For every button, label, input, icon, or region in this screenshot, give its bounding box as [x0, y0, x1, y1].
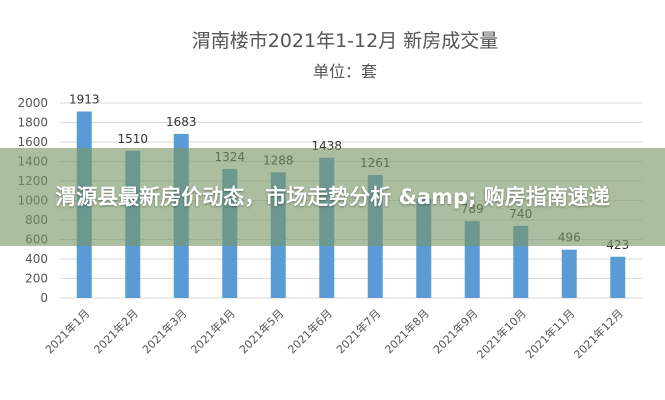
x-category-label: 2021年1月: [42, 306, 92, 356]
x-category-label: 2021年6月: [285, 306, 335, 356]
bar: [610, 256, 626, 298]
headline-banner: 渭源县最新房价动态，市场走势分析 &amp; 购房指南速递: [0, 148, 665, 246]
x-category-label: 2021年8月: [382, 306, 432, 356]
y-tick-label: 200: [25, 272, 48, 286]
y-tick-label: 2000: [17, 96, 48, 110]
y-tick-label: 1800: [17, 116, 48, 130]
x-category-label: 2021年12月: [571, 306, 626, 361]
x-category-label: 2021年2月: [91, 306, 141, 356]
x-category-label: 2021年4月: [188, 306, 238, 356]
x-category-label: 2021年10月: [474, 306, 529, 361]
x-category-label: 2021年5月: [236, 306, 286, 356]
bar: [561, 249, 577, 298]
x-category-label: 2021年9月: [430, 306, 480, 356]
data-label: 1683: [166, 115, 197, 129]
chart-title: 渭南楼市2021年1-12月 新房成交量: [192, 30, 499, 52]
y-tick-label: 400: [25, 252, 48, 266]
y-tick-label: 0: [40, 291, 48, 305]
x-category-label: 2021年11月: [522, 306, 577, 361]
x-category-label: 2021年3月: [139, 306, 189, 356]
headline-text[interactable]: 渭源县最新房价动态，市场走势分析 &amp; 购房指南速递: [55, 185, 610, 209]
x-axis-categories: 2021年1月 2021年2月 2021年3月 2021年4月 2021年5月 2021年…: [42, 306, 626, 361]
x-category-label: 2021年7月: [333, 306, 383, 356]
data-label: 1913: [69, 92, 100, 106]
y-tick-label: 1600: [17, 135, 48, 149]
chart-subtitle: 单位：套: [313, 62, 377, 81]
data-label: 1510: [117, 132, 148, 146]
